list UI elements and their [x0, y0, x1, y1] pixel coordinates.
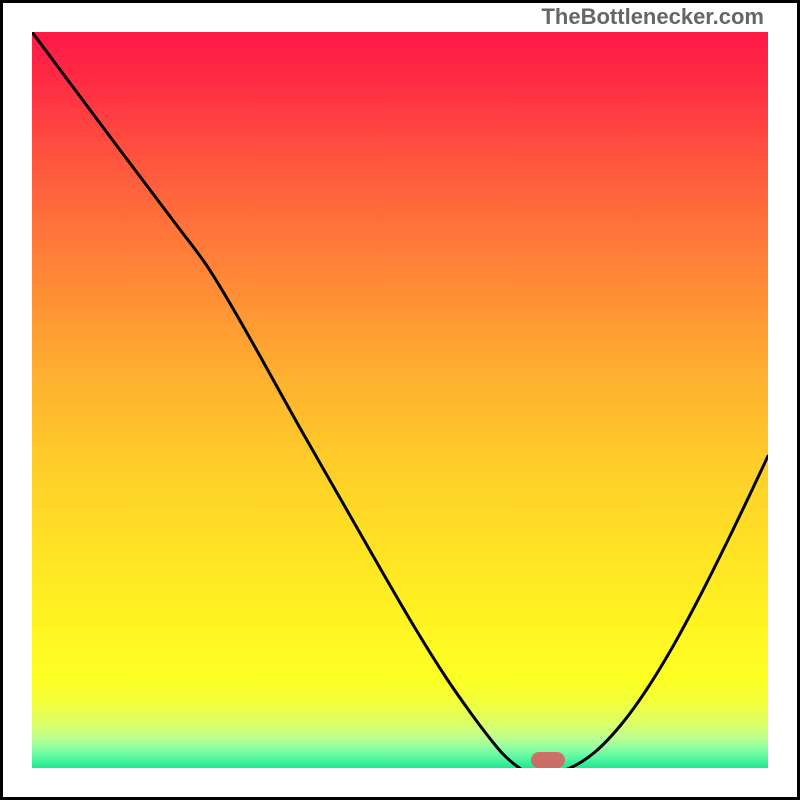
chart-container: TheBottlenecker.com	[0, 0, 800, 800]
chart-border	[0, 0, 800, 800]
watermark-text: TheBottlenecker.com	[541, 4, 764, 30]
